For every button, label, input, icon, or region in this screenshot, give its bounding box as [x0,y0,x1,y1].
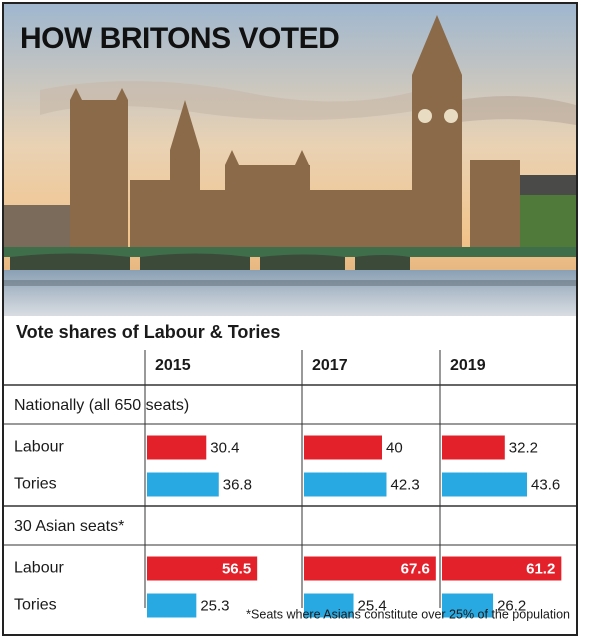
frame [2,2,578,636]
footnote: *Seats where Asians constitute over 25% … [246,607,570,621]
value-label: 40 [386,439,403,456]
value-label: 42.3 [390,476,419,493]
row-label: Labour [14,560,64,577]
value-label: 26.2 [497,597,526,614]
value-label: 30.4 [210,439,239,456]
value-label: 67.6 [401,560,430,577]
column-header: 2017 [312,357,348,374]
bar [304,472,387,497]
row-label: Tories [14,476,57,493]
bar [304,435,382,460]
bar [442,556,562,581]
bar [304,556,436,581]
row-label: Labour [14,439,64,456]
title: HOW BRITONS VOTED [20,22,339,55]
photo [4,4,576,316]
column-header: 2019 [450,357,486,374]
bar [147,593,197,618]
bar [442,472,528,497]
bar [304,593,354,618]
row-label: Tories [14,597,57,614]
value-label: 25.3 [200,597,229,614]
value-label: 32.2 [509,439,538,456]
column-header: 2015 [155,357,191,374]
value-label: 25.4 [358,597,387,614]
value-label: 56.5 [222,560,251,577]
panel-title: 30 Asian seats* [14,518,124,535]
bar [147,556,258,581]
panel-title: Nationally (all 650 seats) [14,397,189,414]
bar [147,472,219,497]
value-label: 36.8 [223,476,252,493]
value-label: 43.6 [531,476,560,493]
value-label: 61.2 [526,560,555,577]
bar [442,593,494,618]
bar [147,435,207,460]
bar [442,435,505,460]
subtitle: Vote shares of Labour & Tories [16,322,280,342]
